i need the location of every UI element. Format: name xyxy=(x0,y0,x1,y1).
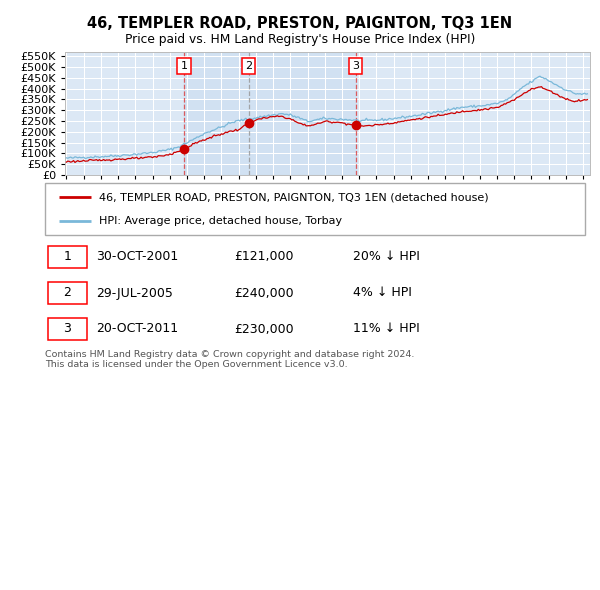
Text: 3: 3 xyxy=(63,323,71,336)
Text: 1: 1 xyxy=(181,61,188,71)
Bar xyxy=(48,282,86,304)
Text: 2: 2 xyxy=(245,61,252,71)
Text: HPI: Average price, detached house, Torbay: HPI: Average price, detached house, Torb… xyxy=(99,216,342,226)
Text: 46, TEMPLER ROAD, PRESTON, PAIGNTON, TQ3 1EN: 46, TEMPLER ROAD, PRESTON, PAIGNTON, TQ3… xyxy=(88,16,512,31)
Text: 29-JUL-2005: 29-JUL-2005 xyxy=(96,287,173,300)
Text: 4% ↓ HPI: 4% ↓ HPI xyxy=(353,287,412,300)
Text: £230,000: £230,000 xyxy=(234,323,293,336)
Text: 11% ↓ HPI: 11% ↓ HPI xyxy=(353,323,419,336)
Text: Price paid vs. HM Land Registry's House Price Index (HPI): Price paid vs. HM Land Registry's House … xyxy=(125,33,475,46)
Text: 3: 3 xyxy=(352,61,359,71)
Text: 1: 1 xyxy=(63,251,71,264)
Text: 46, TEMPLER ROAD, PRESTON, PAIGNTON, TQ3 1EN (detached house): 46, TEMPLER ROAD, PRESTON, PAIGNTON, TQ3… xyxy=(99,192,488,202)
Bar xyxy=(184,52,356,175)
Text: 2: 2 xyxy=(63,287,71,300)
Bar xyxy=(48,246,86,268)
Text: 30-OCT-2001: 30-OCT-2001 xyxy=(96,251,179,264)
Bar xyxy=(48,318,86,340)
Text: 20% ↓ HPI: 20% ↓ HPI xyxy=(353,251,419,264)
Text: Contains HM Land Registry data © Crown copyright and database right 2024.
This d: Contains HM Land Registry data © Crown c… xyxy=(45,350,415,369)
Text: 20-OCT-2011: 20-OCT-2011 xyxy=(96,323,178,336)
Text: £240,000: £240,000 xyxy=(234,287,293,300)
Text: £121,000: £121,000 xyxy=(234,251,293,264)
